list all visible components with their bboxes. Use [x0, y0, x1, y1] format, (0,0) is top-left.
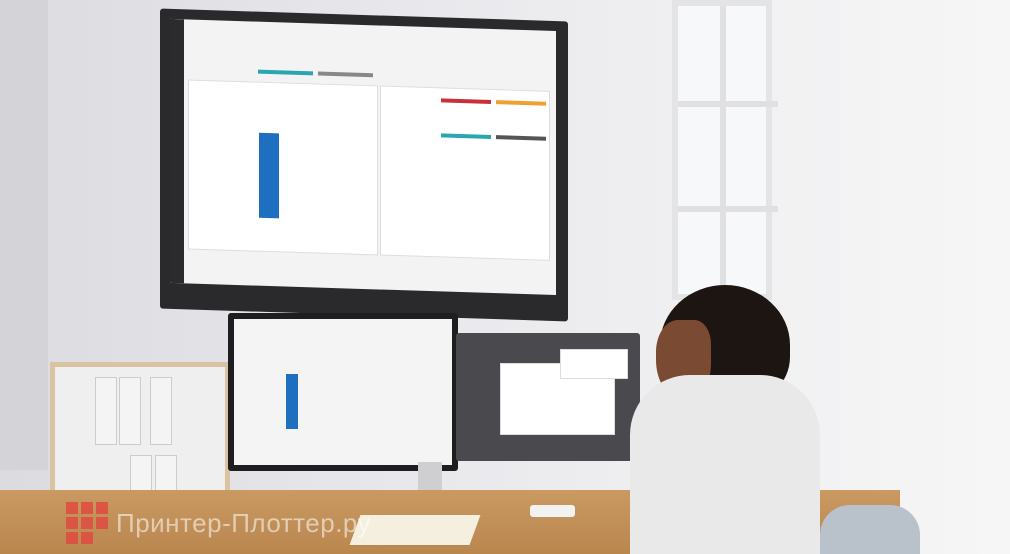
right-monitor: [456, 333, 640, 461]
watermark: Принтер-Плоттер.ру: [66, 502, 371, 544]
wall-pillar: [0, 0, 48, 470]
chair: [820, 505, 920, 554]
person-body: [630, 375, 820, 554]
app-sidebar: [170, 18, 184, 284]
bookshelf: [50, 362, 230, 512]
watermark-logo-icon: [66, 502, 108, 544]
chart-panel: [188, 79, 378, 256]
table-panel: [380, 85, 550, 261]
popup-window: [560, 349, 628, 379]
window: [672, 0, 778, 306]
watermark-text: Принтер-Плоттер.ру: [116, 507, 372, 538]
chart-bar: [286, 374, 298, 429]
dashboard-screen: [170, 18, 556, 296]
chart-bar: [259, 132, 279, 219]
left-monitor: [228, 313, 458, 471]
keyboard: [530, 505, 575, 517]
wall-mounted-display: [160, 8, 568, 322]
